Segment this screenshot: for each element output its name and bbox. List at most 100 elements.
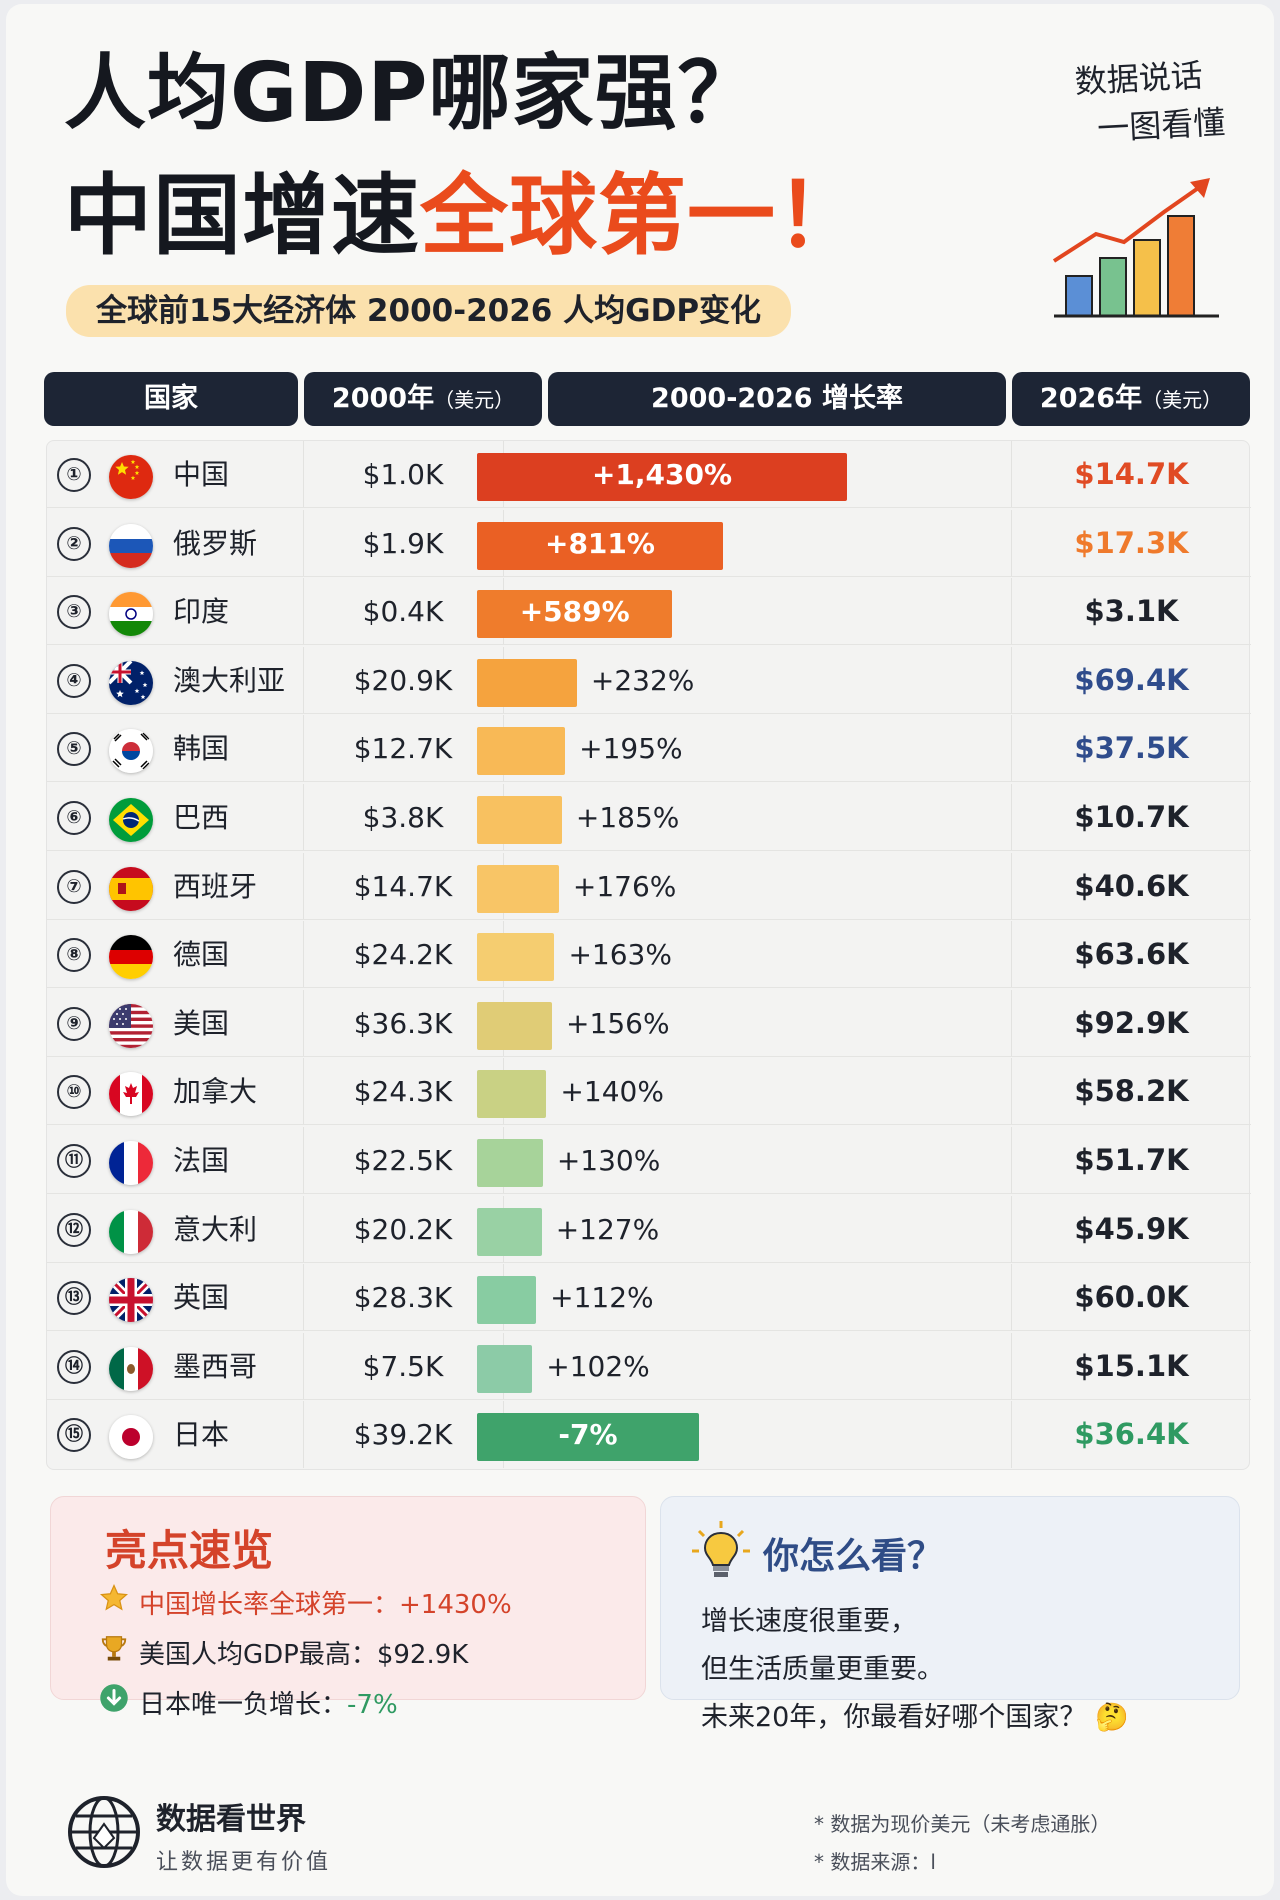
title-prefix: 中国增速 xyxy=(64,164,421,267)
country-flag-icon xyxy=(109,935,153,980)
lightbulb-icon xyxy=(692,1521,750,1577)
growth-label: +127% xyxy=(555,1212,660,1246)
value-2000: $20.9K xyxy=(353,663,453,697)
col-header-2000: 2000年（美元） xyxy=(304,372,542,426)
value-2026: $40.6K xyxy=(1074,868,1189,903)
opinion-line-3: 未来20年，你最看好哪个国家？ 🤔 xyxy=(701,1702,1129,1733)
rank-badge: ⑪ xyxy=(57,1144,91,1178)
globe-logo-icon xyxy=(68,1796,140,1868)
table-row: ① 中国 $1.0K +1,430% $14.7K xyxy=(47,441,1251,508)
value-2026: $60.0K xyxy=(1074,1280,1189,1315)
value-2000: $0.4K xyxy=(362,595,444,629)
country-name: 韩国 xyxy=(173,732,230,766)
table-row: ⑫ 意大利 $20.2K +127% $45.9K xyxy=(47,1195,1251,1263)
rank-badge: ⑩ xyxy=(57,1075,91,1110)
value-2000: $36.3K xyxy=(353,1006,453,1040)
table-row: ⑨ 美国 $36.3K +156% $92.9K xyxy=(47,989,1251,1057)
growth-bar xyxy=(477,1001,553,1050)
rank-badge: ① xyxy=(57,458,91,492)
growth-label: +232% xyxy=(590,663,695,697)
value-2000: $20.2K xyxy=(353,1212,453,1246)
down-arrow-icon xyxy=(97,1683,131,1720)
country-flag-icon xyxy=(109,1209,153,1254)
rank-badge: ⑧ xyxy=(57,938,91,973)
country-flag-icon xyxy=(109,1072,153,1117)
col-header-growth: 2000-2026 增长率 xyxy=(548,372,1006,426)
rank-badge: ⑦ xyxy=(57,869,91,904)
rank-badge: ⑤ xyxy=(57,732,91,767)
growth-bar xyxy=(477,521,723,570)
value-2000: $39.2K xyxy=(353,1418,453,1452)
brand-name: 数据看世界 xyxy=(156,1802,306,1837)
value-2026: $51.7K xyxy=(1074,1143,1189,1177)
country-name: 日本 xyxy=(173,1418,230,1452)
value-2000: $22.5K xyxy=(353,1144,453,1177)
value-2026: $14.7K xyxy=(1074,457,1189,491)
country-flag-icon xyxy=(109,592,153,637)
country-flag-icon xyxy=(109,729,153,774)
rank-badge: ⑬ xyxy=(57,1281,91,1316)
country-flag-icon xyxy=(109,1278,153,1323)
growth-label: +112% xyxy=(550,1281,654,1315)
growth-bar xyxy=(477,1344,533,1393)
growth-bar xyxy=(477,1207,542,1256)
table-row: ⑩ 加拿大 $24.3K +140% $58.2K xyxy=(47,1058,1251,1126)
table-row: ③ 印度 $0.4K +589% $3.1K xyxy=(47,578,1251,646)
country-flag-icon xyxy=(109,660,153,705)
value-2026: $10.7K xyxy=(1074,800,1189,834)
country-flag-icon xyxy=(109,798,153,842)
growth-bar xyxy=(477,658,577,707)
rank-badge: ⑮ xyxy=(57,1418,91,1453)
slogan-line-2: 一图看懂 xyxy=(1096,103,1227,148)
value-2026: $36.4K xyxy=(1074,1417,1189,1452)
highlights-panel: 亮点速览 中国增长率全球第一：+1430% 美国人均GDP最高：$92.9K 日… xyxy=(50,1496,646,1720)
rank-badge: ⑥ xyxy=(57,801,91,835)
table-row: ② 俄罗斯 $1.9K +811% $17.3K xyxy=(47,509,1251,577)
growth-bar xyxy=(477,796,562,844)
growth-label: -7% xyxy=(558,1418,618,1452)
growth-bar xyxy=(477,864,559,913)
growth-bar xyxy=(477,453,847,501)
table-row: ⑭ 墨西哥 $7.5K +102% $15.1K xyxy=(47,1332,1251,1400)
growth-label: +176% xyxy=(572,869,677,903)
table-row: ⑬ 英国 $28.3K +112% $60.0K xyxy=(47,1264,1251,1332)
highlight-item-3: 日本唯一负增长：-7% xyxy=(97,1683,398,1721)
country-name: 法国 xyxy=(173,1144,230,1177)
table-row: ⑮ 日本 $39.2K -7% $36.4K xyxy=(47,1401,1251,1469)
growth-label: +156% xyxy=(566,1006,670,1040)
infographic-page: 人均GDP哪家强？ 中国增速全球第一！ 全球前15大经济体 2000-2026 … xyxy=(6,4,1274,1896)
country-name: 西班牙 xyxy=(173,869,258,903)
country-name: 中国 xyxy=(173,458,230,491)
highlights-title: 亮点速览 xyxy=(105,1526,274,1575)
highlight-item-1: 中国增长率全球第一：+1430% xyxy=(97,1583,512,1621)
value-2026: $45.9K xyxy=(1074,1211,1189,1246)
country-name: 美国 xyxy=(173,1006,230,1040)
country-flag-icon xyxy=(109,1415,153,1460)
table-row: ⑦ 西班牙 $14.7K +176% $40.6K xyxy=(47,852,1251,920)
growth-label: +811% xyxy=(544,526,655,560)
value-2026: $15.1K xyxy=(1074,1348,1189,1383)
value-2026: $92.9K xyxy=(1074,1005,1189,1040)
subtitle-pill: 全球前15大经济体 2000-2026 人均GDP变化 xyxy=(66,285,792,337)
rank-badge: ⑫ xyxy=(57,1212,91,1247)
thinking-emoji: 🤔 xyxy=(1094,1702,1129,1733)
country-name: 澳大利亚 xyxy=(173,663,286,697)
table-row: ⑧ 德国 $24.2K +163% $63.6K xyxy=(47,921,1251,989)
country-name: 巴西 xyxy=(173,801,230,834)
country-name: 德国 xyxy=(173,938,230,972)
title-line-2: 中国增速全球第一！ xyxy=(64,164,865,268)
table-row: ⑥ 巴西 $3.8K +185% $10.7K xyxy=(47,784,1251,851)
growth-bar xyxy=(477,933,555,982)
col-header-2026: 2026年（美元） xyxy=(1012,372,1250,426)
highlight-item-2: 美国人均GDP最高：$92.9K xyxy=(97,1633,468,1671)
value-2000: $14.7K xyxy=(353,869,453,903)
growth-label: +102% xyxy=(546,1349,650,1383)
growth-label: +163% xyxy=(568,938,672,972)
country-flag-icon xyxy=(109,523,153,568)
opinion-panel: 你怎么看？ 增长速度很重要， 但生活质量更重要。 未来20年，你最看好哪个国家？… xyxy=(660,1496,1240,1733)
growth-label: +185% xyxy=(575,801,680,834)
brand-tagline: 让数据更有价值 xyxy=(156,1850,332,1875)
value-2000: $1.9K xyxy=(362,526,444,560)
opinion-line-1: 增长速度很重要， xyxy=(701,1606,917,1637)
country-flag-icon xyxy=(109,1346,153,1391)
